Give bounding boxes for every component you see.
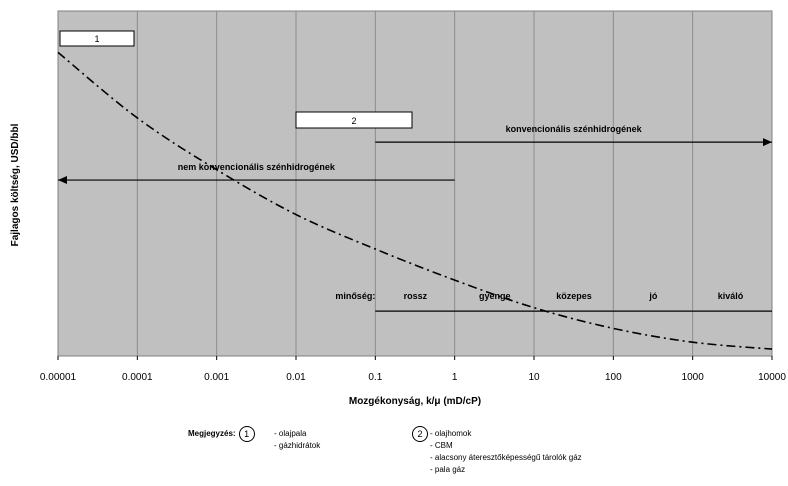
x-tick-label: 1000 <box>682 372 705 383</box>
mobility-class-label: rossz <box>404 291 428 301</box>
note-group-2: - olajhomok - CBM - alacsony áteresztőké… <box>430 428 582 476</box>
note-circle-1: 1 <box>238 426 255 442</box>
note-group-1-item: - gázhidrátok <box>274 441 321 450</box>
note-group-2-item: - CBM <box>430 441 453 450</box>
note-group-1: - olajpala - gázhidrátok <box>274 428 320 452</box>
note-group-1-item: - olajpala <box>274 429 307 438</box>
conventional-arrow-head <box>763 138 772 147</box>
x-axis-label: Mozgékonyság, k/μ (mD/cP) <box>349 396 481 407</box>
annotation-box-2-label: 2 <box>351 116 356 126</box>
unconventional-label: nem konvencionális szénhidrogének <box>178 162 336 172</box>
x-tick-label: 0.0001 <box>122 372 153 383</box>
mobility-classes: rossz gyenge közepes jó kiváló <box>404 291 744 301</box>
annotation-box-1-label: 1 <box>94 34 99 44</box>
note-group-2-item: - olajhomok <box>430 429 472 438</box>
conventional-label: konvencionális szénhidrogének <box>506 124 643 134</box>
unconventional-arrow-head <box>58 176 67 185</box>
x-tick-label: 0.00001 <box>40 372 77 383</box>
note-circle-2: 2 <box>412 426 428 442</box>
mobility-class-label: közepes <box>556 291 592 301</box>
note-title: Megjegyzés: <box>188 429 236 439</box>
note-group-2-item: - pala gáz <box>430 465 466 474</box>
plot-area <box>57 10 773 357</box>
annotation-box-1 <box>59 30 135 47</box>
x-tick-label: 10000 <box>758 372 786 383</box>
x-tick-label: 0.001 <box>204 372 229 383</box>
note-group-2-item: - alacsony áteresztőképességű tárolók gá… <box>430 453 582 462</box>
grid-lines <box>136 11 694 356</box>
x-tick-label: 0.01 <box>286 372 306 383</box>
x-tick-label: 100 <box>605 372 622 383</box>
note-group-2-marker: 2 <box>409 426 431 442</box>
y-axis-label: Fajlagos költség, USD/bbl <box>10 123 21 246</box>
mobility-class-label: kiváló <box>718 291 744 301</box>
mobility-class-label: gyenge <box>479 291 511 301</box>
x-tick-labels: 0.00001 0.0001 0.001 0.01 0.1 1 10 100 1000 10000 <box>40 356 786 383</box>
x-tick-label: 10 <box>528 372 540 383</box>
note-block: Megjegyzés: 1 <box>188 426 258 442</box>
mobility-quality-label: minőség: <box>335 291 375 301</box>
mobility-class-label: jó <box>648 291 658 301</box>
series-line <box>57 51 773 350</box>
annotation-box-2 <box>295 111 413 129</box>
x-tick-label: 0.1 <box>368 372 382 383</box>
x-tick-label: 1 <box>452 372 458 383</box>
